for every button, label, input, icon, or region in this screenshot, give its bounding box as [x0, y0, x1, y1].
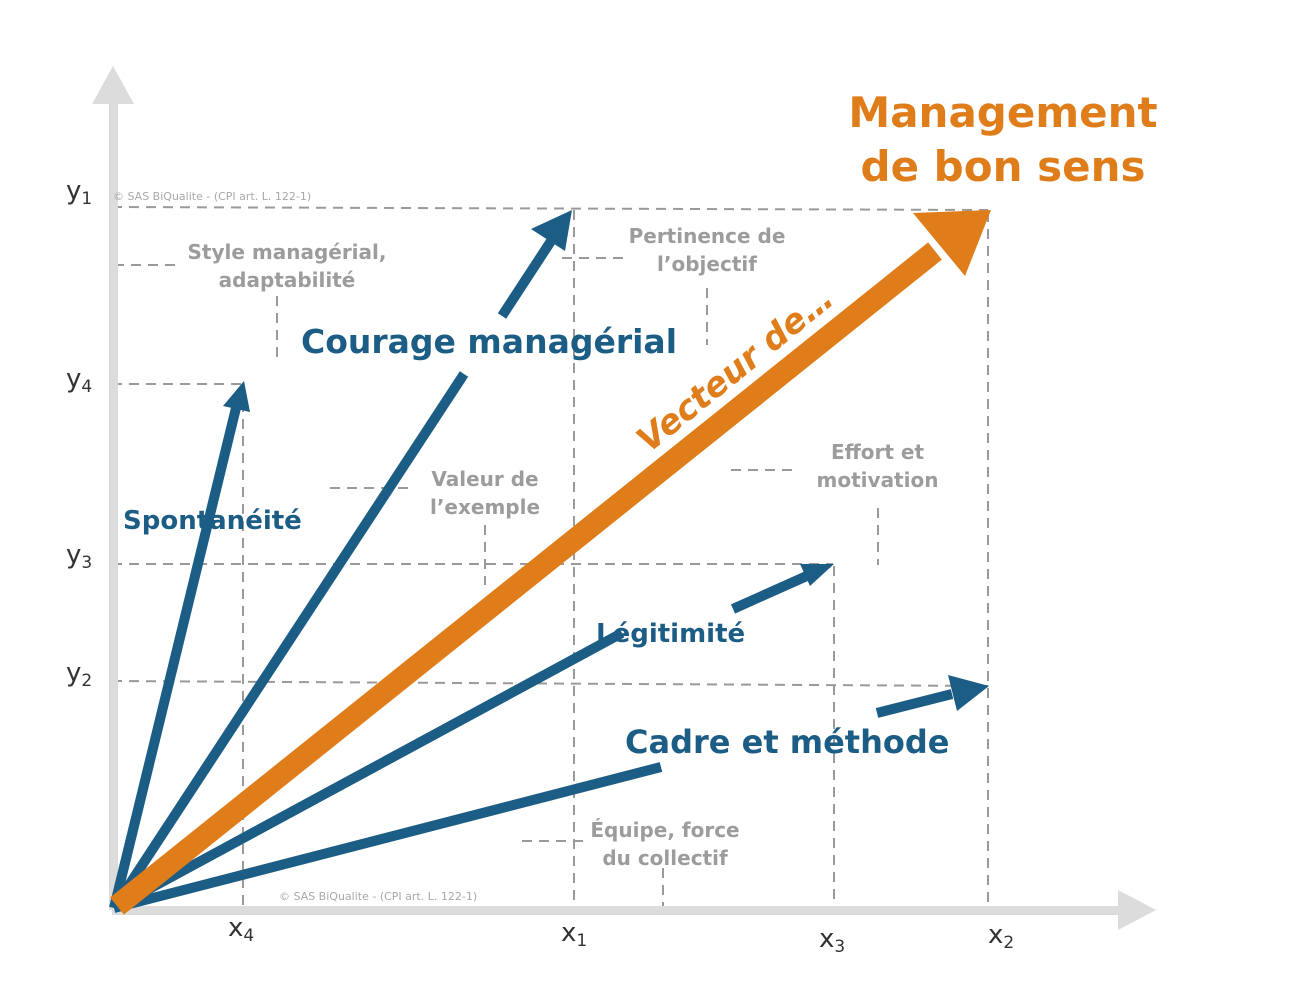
- note-style: Style managérial, adaptabilité: [182, 238, 392, 294]
- y1-letter: y: [66, 176, 82, 206]
- legitimite-vector-head-shaft: [730, 570, 812, 614]
- copyright-top: © SAS BiQualite - (CPI art. L. 122-1): [113, 190, 312, 203]
- x4-subscript: 4: [243, 926, 255, 946]
- x1-label: x1: [561, 920, 587, 950]
- y1-subscript: 1: [81, 189, 93, 209]
- x4-label: x4: [228, 915, 254, 945]
- courage-vector-tail: [109, 371, 469, 911]
- x1-subscript: 1: [576, 931, 588, 951]
- y1-label: y1: [66, 178, 92, 208]
- x3-subscript: 3: [834, 937, 846, 957]
- courage-arrowhead: [531, 210, 572, 251]
- y2-letter: y: [66, 658, 82, 688]
- note-valeur-line-2: l’exemple: [429, 495, 541, 519]
- cadre-label: Cadre et méthode: [625, 723, 950, 761]
- blue-vectors: [109, 235, 954, 913]
- orange-arrowhead: [913, 210, 991, 276]
- note-valeur-line-1: Valeur de: [431, 467, 539, 491]
- note-effort-line-2: motivation: [816, 468, 939, 492]
- x2-letter: x: [988, 920, 1004, 950]
- cadre-arrowhead: [948, 675, 989, 711]
- note-equipe: Équipe, force du collectif: [585, 816, 745, 872]
- guide-y1: [111, 206, 989, 211]
- note-pertinence: Pertinence de l’objectif: [612, 222, 802, 278]
- orange-vector-shaft: [110, 242, 942, 915]
- x3-letter: x: [819, 924, 835, 954]
- y4-label: y4: [66, 366, 92, 396]
- copyright-bottom: © SAS BiQualite - (CPI art. L. 122-1): [279, 890, 478, 903]
- axes: [92, 66, 1156, 930]
- note-pertinence-line-2: l’objectif: [657, 252, 757, 276]
- x-axis: [112, 906, 1122, 915]
- x-axis-arrow: [1118, 890, 1156, 930]
- legitimite-vector-tail: [111, 628, 625, 913]
- note-equipe-line-2: du collectif: [602, 846, 728, 870]
- y4-subscript: 4: [81, 377, 93, 397]
- y2-subscript: 2: [81, 671, 93, 691]
- note-effort: Effort et motivation: [800, 438, 955, 494]
- spontaneite-label: Spontanéité: [123, 506, 302, 536]
- orange-vector: [110, 210, 991, 915]
- y4-letter: y: [66, 364, 82, 394]
- cadre-vector-tail: [112, 762, 663, 913]
- legitimite-label: Légitimité: [596, 619, 746, 649]
- x2-label: x2: [988, 922, 1014, 952]
- x2-subscript: 2: [1003, 933, 1015, 953]
- spontaneite-vector: [109, 406, 241, 910]
- diagram-title: Management de bon sens: [838, 92, 1168, 188]
- y3-subscript: 3: [81, 553, 93, 573]
- title-line-2: de bon sens: [860, 142, 1146, 191]
- courage-vector-head-shaft: [497, 235, 558, 319]
- note-valeur: Valeur de l’exemple: [410, 465, 560, 521]
- legitimite-arrowhead: [800, 564, 834, 586]
- y-axis: [109, 95, 118, 910]
- title-line-1: Management: [848, 88, 1158, 137]
- blue-arrowheads: [223, 210, 989, 711]
- y-axis-arrow: [92, 66, 134, 104]
- x1-letter: x: [561, 918, 577, 948]
- note-effort-line-1: Effort et: [830, 440, 925, 464]
- x3-label: x3: [819, 926, 845, 956]
- y3-label: y3: [66, 542, 92, 572]
- y2-label: y2: [66, 660, 92, 690]
- note-style-line-1: Style managérial,: [187, 240, 387, 264]
- spontaneite-arrowhead: [223, 381, 250, 412]
- courage-label: Courage managérial: [301, 322, 678, 361]
- note-style-line-2: adaptabilité: [218, 268, 356, 292]
- cadre-vector-head-shaft: [875, 689, 954, 718]
- note-equipe-line-1: Équipe, force: [590, 818, 740, 842]
- y3-letter: y: [66, 540, 82, 570]
- x4-letter: x: [228, 913, 244, 943]
- note-pertinence-line-1: Pertinence de: [628, 224, 786, 248]
